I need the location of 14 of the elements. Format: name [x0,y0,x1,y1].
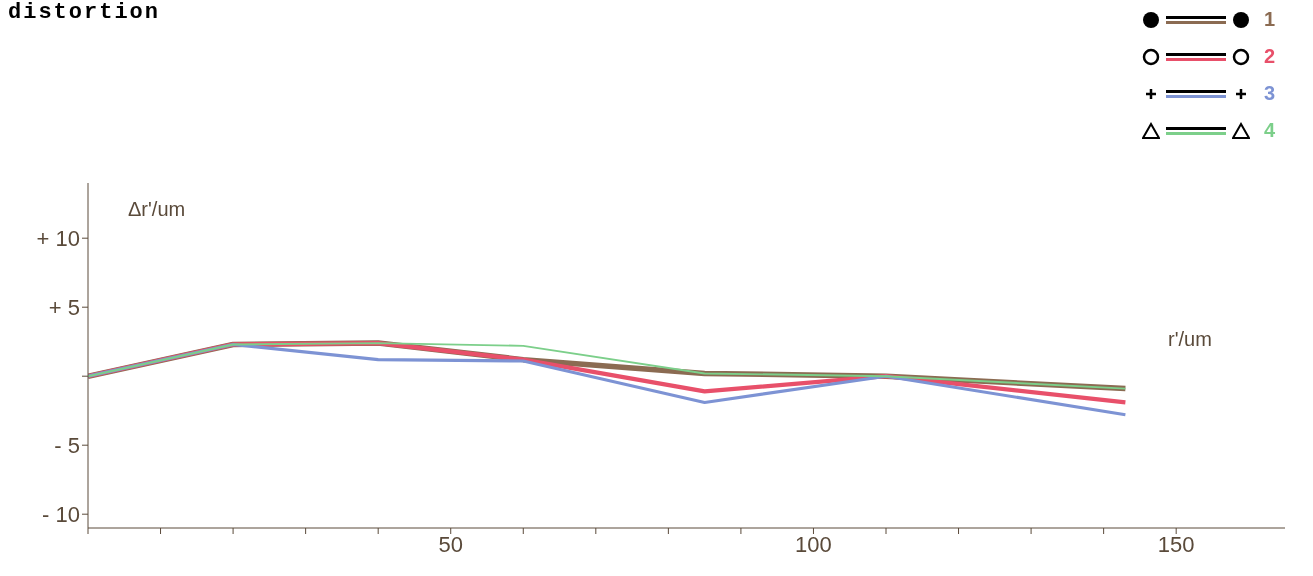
x-tick-label: 50 [438,531,463,557]
x-tick-label: 100 [795,531,832,557]
y-tick-label: - 5 [54,433,80,459]
y-tick-label: + 10 [36,226,80,252]
y-tick-label: + 5 [48,295,80,321]
x-axis-title: r'/um [1168,328,1212,351]
y-tick-label: - 10 [42,502,80,528]
chart-title: distortion [8,0,161,25]
y-axis-title: Δr'/um [128,198,186,221]
text: 3 [1263,82,1275,105]
text: 2 [1263,45,1275,68]
x-tick-label: 150 [1157,531,1195,557]
text: 4 [1263,119,1275,142]
text: 1 [1263,8,1275,31]
